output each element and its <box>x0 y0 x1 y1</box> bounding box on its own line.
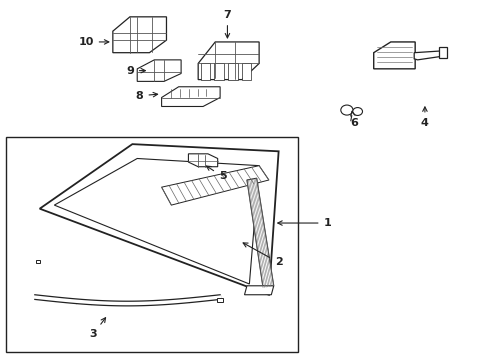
Polygon shape <box>137 60 181 81</box>
Text: 1: 1 <box>277 218 330 228</box>
Polygon shape <box>246 178 273 288</box>
Bar <box>36 260 40 263</box>
Polygon shape <box>413 51 441 60</box>
Polygon shape <box>438 47 446 58</box>
Text: 7: 7 <box>223 10 231 38</box>
Polygon shape <box>227 63 237 80</box>
Text: 6: 6 <box>349 111 357 128</box>
Polygon shape <box>161 166 268 205</box>
Text: 9: 9 <box>126 66 145 76</box>
Bar <box>5 137 298 352</box>
Text: 4: 4 <box>420 107 428 128</box>
Bar <box>216 298 222 302</box>
Polygon shape <box>244 286 273 295</box>
Polygon shape <box>113 17 166 53</box>
Ellipse shape <box>352 108 362 116</box>
Text: 5: 5 <box>206 166 226 181</box>
Ellipse shape <box>340 105 352 115</box>
Polygon shape <box>198 42 259 80</box>
Text: 10: 10 <box>78 37 109 47</box>
Polygon shape <box>40 144 278 295</box>
Polygon shape <box>214 63 224 80</box>
Polygon shape <box>373 42 414 69</box>
Text: 3: 3 <box>89 318 105 339</box>
Text: 8: 8 <box>136 91 157 101</box>
Polygon shape <box>200 63 210 80</box>
Polygon shape <box>188 154 217 167</box>
Polygon shape <box>241 63 251 80</box>
Polygon shape <box>161 87 220 107</box>
Text: 2: 2 <box>243 243 282 267</box>
